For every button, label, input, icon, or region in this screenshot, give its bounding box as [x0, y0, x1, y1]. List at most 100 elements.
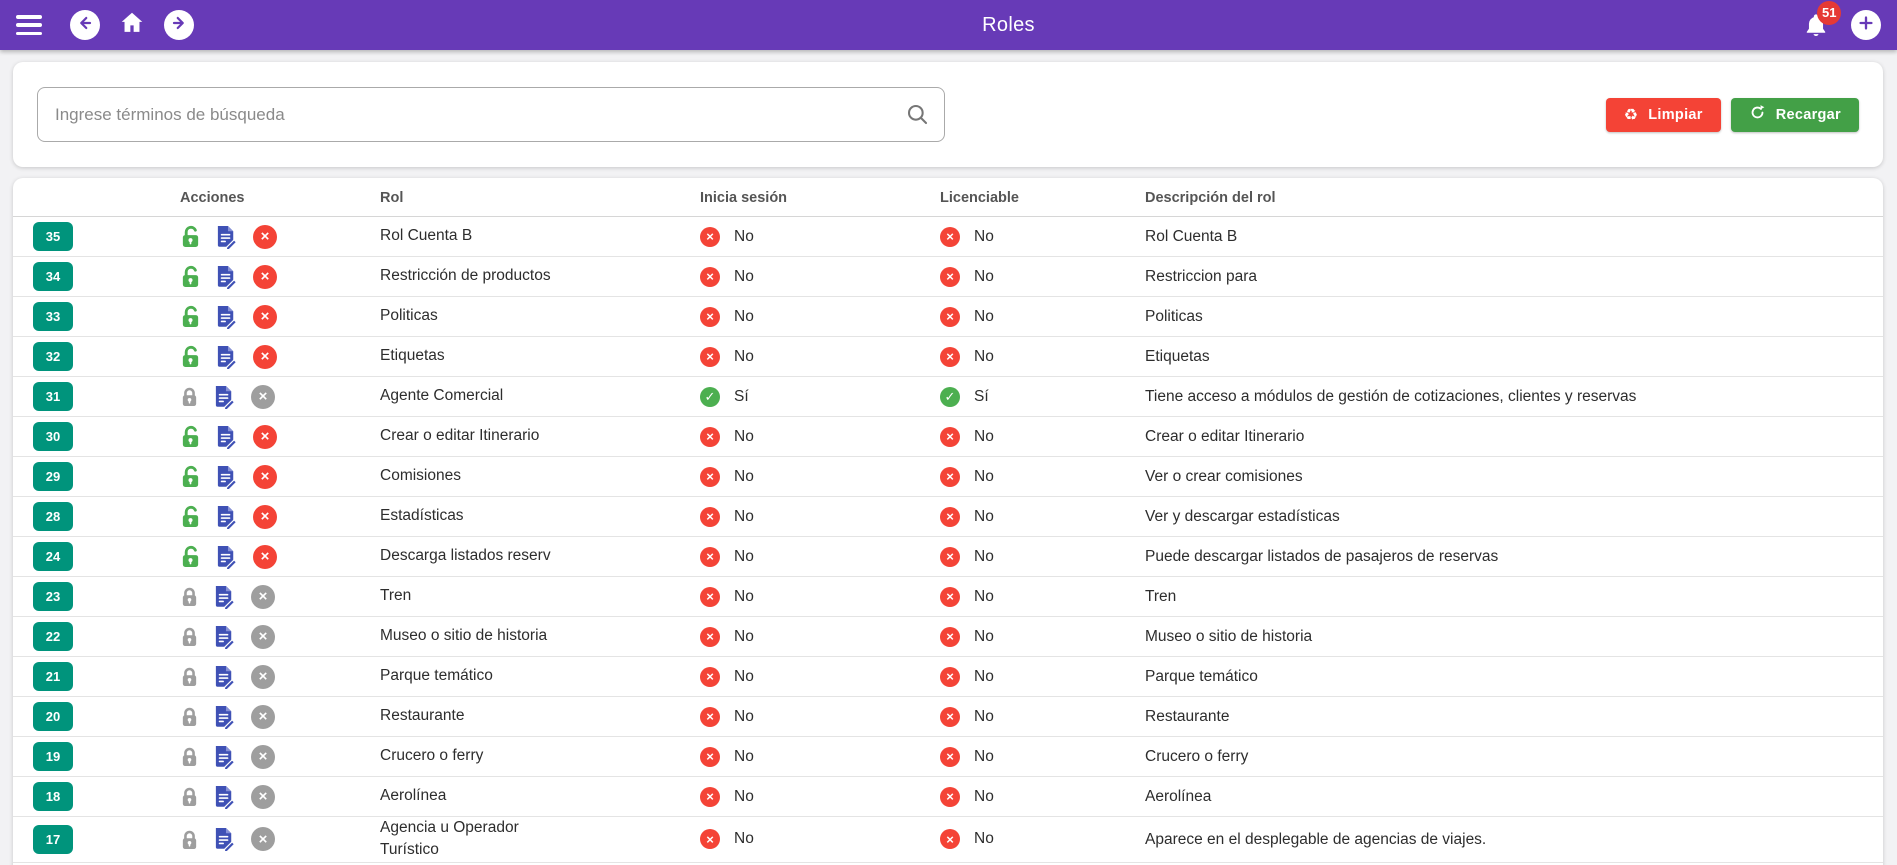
role-name: Comisiones	[380, 467, 461, 485]
delete-icon[interactable]: ×	[251, 827, 275, 852]
clear-button[interactable]: ♻ Limpiar	[1605, 97, 1721, 132]
back-button[interactable]	[70, 10, 100, 40]
lock-icon[interactable]	[180, 828, 199, 851]
unlock-icon[interactable]	[180, 305, 201, 328]
licensable-status: × No	[920, 346, 1125, 367]
edit-icon[interactable]	[213, 665, 237, 689]
licensable-status-label: No	[974, 707, 994, 725]
login-status-icon: ×	[700, 829, 720, 850]
login-status-icon: ×	[700, 706, 720, 727]
unlock-icon[interactable]	[180, 345, 201, 368]
delete-icon[interactable]: ×	[251, 664, 275, 689]
delete-icon[interactable]: ×	[253, 344, 277, 369]
delete-icon[interactable]: ×	[253, 264, 277, 289]
licensable-status: × No	[920, 786, 1125, 807]
delete-icon[interactable]: ×	[251, 704, 275, 729]
edit-icon[interactable]	[215, 345, 239, 369]
delete-icon[interactable]: ×	[251, 384, 275, 409]
delete-icon[interactable]: ×	[253, 224, 277, 249]
licensable-status-icon: ×	[940, 346, 960, 367]
login-status-label: No	[734, 707, 754, 725]
lock-icon[interactable]	[180, 385, 199, 408]
edit-icon[interactable]	[215, 265, 239, 289]
login-status-label: No	[734, 747, 754, 765]
login-status: × No	[680, 346, 920, 367]
role-name: Estadísticas	[380, 507, 464, 525]
role-description: Crear o editar Itinerario	[1145, 427, 1305, 445]
licensable-status-label: No	[974, 830, 994, 848]
edit-icon[interactable]	[213, 625, 237, 649]
table-row: 20	[13, 697, 1883, 737]
delete-icon[interactable]: ×	[253, 304, 277, 329]
delete-icon[interactable]: ×	[253, 504, 277, 529]
role-name: Etiquetas	[380, 347, 445, 365]
licensable-status-icon: ×	[940, 786, 960, 807]
login-status-label: No	[734, 427, 754, 445]
notifications-button[interactable]: 51	[1803, 0, 1842, 44]
add-button[interactable]	[1851, 10, 1881, 40]
delete-icon[interactable]: ×	[253, 464, 277, 489]
column-description: Descripción del rol	[1145, 190, 1276, 206]
unlock-icon[interactable]	[180, 505, 201, 528]
unlock-icon[interactable]	[180, 265, 201, 288]
licensable-status: × No	[920, 506, 1125, 527]
edit-icon[interactable]	[215, 225, 239, 249]
delete-icon[interactable]: ×	[253, 544, 277, 569]
edit-icon[interactable]	[213, 827, 237, 852]
row-id-badge: 23	[33, 582, 73, 611]
clear-button-label: Limpiar	[1648, 106, 1703, 123]
edit-icon[interactable]	[215, 305, 239, 329]
delete-icon[interactable]: ×	[253, 424, 277, 449]
licensable-status: × No	[920, 666, 1125, 687]
lock-icon[interactable]	[180, 705, 199, 728]
licensable-status-label: No	[974, 747, 994, 765]
unlock-icon[interactable]	[180, 545, 201, 568]
edit-icon[interactable]	[213, 745, 237, 769]
delete-icon[interactable]: ×	[251, 624, 275, 649]
table-row: 17	[13, 817, 1883, 863]
delete-icon[interactable]: ×	[251, 584, 275, 609]
login-status-label: No	[734, 307, 754, 325]
role-description: Tiene acceso a módulos de gestión de cot…	[1145, 387, 1637, 405]
login-status-label: No	[734, 507, 754, 525]
edit-icon[interactable]	[213, 705, 237, 729]
licensable-status-label: No	[974, 787, 994, 805]
login-status: × No	[680, 666, 920, 687]
licensable-status-label: No	[974, 347, 994, 365]
lock-icon[interactable]	[180, 585, 199, 608]
licensable-status-icon: ×	[940, 626, 960, 647]
login-status-icon: ×	[700, 266, 720, 287]
delete-icon[interactable]: ×	[251, 744, 275, 769]
login-status-label: No	[734, 547, 754, 565]
column-login: Inicia sesión	[700, 190, 788, 206]
licensable-status-label: No	[974, 467, 994, 485]
lock-icon[interactable]	[180, 785, 199, 808]
delete-icon[interactable]: ×	[251, 784, 275, 809]
table-row: 19	[13, 737, 1883, 777]
licensable-status-label: No	[974, 547, 994, 565]
lock-icon[interactable]	[180, 665, 199, 688]
search-input[interactable]	[37, 87, 945, 142]
edit-icon[interactable]	[215, 465, 239, 489]
unlock-icon[interactable]	[180, 465, 201, 488]
edit-icon[interactable]	[213, 585, 237, 609]
edit-icon[interactable]	[215, 425, 239, 449]
edit-icon[interactable]	[215, 505, 239, 529]
edit-icon[interactable]	[213, 385, 237, 409]
lock-icon[interactable]	[180, 625, 199, 648]
table-row: 30	[13, 417, 1883, 457]
reload-button[interactable]: Recargar	[1730, 97, 1859, 132]
lock-icon[interactable]	[180, 745, 199, 768]
role-name: Agente Comercial	[380, 387, 504, 405]
login-status-icon: ×	[700, 746, 720, 767]
forward-button[interactable]	[164, 10, 194, 40]
unlock-icon[interactable]	[180, 425, 201, 448]
row-id-badge: 31	[33, 382, 73, 411]
role-name: Aerolínea	[380, 787, 447, 805]
edit-icon[interactable]	[213, 785, 237, 809]
menu-icon[interactable]	[16, 15, 42, 35]
edit-icon[interactable]	[215, 545, 239, 569]
licensable-status-label: No	[974, 627, 994, 645]
unlock-icon[interactable]	[180, 225, 201, 248]
home-button[interactable]	[118, 9, 146, 42]
